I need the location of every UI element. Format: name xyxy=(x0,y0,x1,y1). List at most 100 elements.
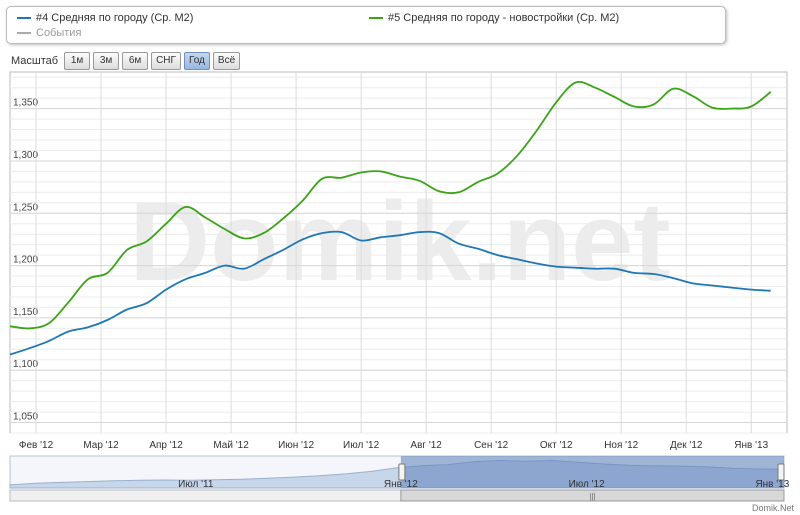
data-point xyxy=(555,266,557,268)
zoom-bar: Масштаб 1м 3м 6м СНГ Год Всё xyxy=(11,52,243,70)
x-tick-label: Апр '12 xyxy=(149,440,183,451)
x-tick-label: Мар '12 xyxy=(83,440,119,451)
data-point xyxy=(224,265,226,267)
data-point xyxy=(224,228,226,230)
data-point xyxy=(126,249,128,251)
legend-swatch-series-4 xyxy=(17,17,31,19)
data-point xyxy=(321,178,323,180)
data-point xyxy=(263,232,265,234)
zoom-button-6m[interactable]: 6м xyxy=(122,52,149,70)
data-point xyxy=(477,248,479,250)
legend-label-series-4: #4 Средняя по городу (Ср. М2) xyxy=(36,12,194,24)
data-point xyxy=(575,82,577,84)
y-tick-label: 1,100 xyxy=(13,359,38,370)
x-tick-label: Дек '12 xyxy=(670,440,703,451)
data-point xyxy=(516,259,518,261)
navigator-selection xyxy=(400,456,784,488)
data-point xyxy=(126,309,128,311)
zoom-label: Масштаб xyxy=(11,55,59,67)
x-tick-label: Ноя '12 xyxy=(604,440,638,451)
data-point xyxy=(438,190,440,192)
scrollbar-grip-icon: ||| xyxy=(589,492,595,501)
x-tick-label: Май '12 xyxy=(213,440,249,451)
data-point xyxy=(107,319,109,321)
data-point xyxy=(360,240,362,242)
data-point xyxy=(653,273,655,275)
navigator-label: Янв '12 xyxy=(384,479,418,490)
data-point xyxy=(263,259,265,261)
x-tick-label: Окт '12 xyxy=(540,440,573,451)
data-point xyxy=(555,102,557,104)
data-point xyxy=(185,206,187,208)
data-point xyxy=(770,290,772,292)
x-tick-label: Сен '12 xyxy=(474,440,509,451)
legend-item-series-5[interactable]: #5 Средняя по городу - новостройки (Ср. … xyxy=(369,12,619,24)
data-point xyxy=(9,354,11,356)
legend-item-events[interactable]: События xyxy=(17,27,81,39)
data-point xyxy=(243,238,245,240)
data-point xyxy=(107,272,109,274)
x-tick-label: Янв '13 xyxy=(734,440,768,451)
series-line-city-average xyxy=(9,230,771,356)
data-point xyxy=(614,96,616,98)
data-point xyxy=(692,283,694,285)
data-point xyxy=(731,108,733,110)
data-point xyxy=(458,243,460,245)
scrollbar-thumb[interactable] xyxy=(400,489,785,502)
data-point xyxy=(614,268,616,270)
data-point xyxy=(87,327,89,329)
data-point xyxy=(633,106,635,108)
data-point xyxy=(302,200,304,202)
data-point xyxy=(165,223,167,225)
y-tick-label: 1,200 xyxy=(13,255,38,266)
data-point xyxy=(770,91,772,93)
legend: #4 Средняя по городу (Ср. М2) #5 Средняя… xyxy=(6,6,726,44)
data-point xyxy=(360,172,362,174)
zoom-button-3m[interactable]: 3м xyxy=(93,52,120,70)
zoom-button-ytd[interactable]: СНГ xyxy=(151,52,181,70)
legend-label-events: События xyxy=(36,27,82,39)
data-point xyxy=(321,232,323,234)
data-point xyxy=(399,176,401,178)
data-point xyxy=(672,277,674,279)
data-point xyxy=(282,218,284,220)
data-point xyxy=(146,241,148,243)
navigator-handle-left[interactable] xyxy=(398,463,406,481)
plot-area xyxy=(9,71,788,434)
data-point xyxy=(419,231,421,233)
zoom-button-year[interactable]: Год xyxy=(183,52,210,70)
y-tick-label: 1,250 xyxy=(13,202,38,213)
navigator-label: Июл '12 xyxy=(569,479,606,490)
data-point xyxy=(594,87,596,89)
navigator-label: Июл '11 xyxy=(178,479,214,490)
data-point xyxy=(146,302,148,304)
legend-label-series-5: #5 Средняя по городу - новостройки (Ср. … xyxy=(388,12,620,24)
navigator-label: Янв '13 xyxy=(755,479,789,490)
navigator-handle-right[interactable] xyxy=(777,463,785,481)
data-point xyxy=(399,234,401,236)
data-point xyxy=(750,106,752,108)
data-point xyxy=(380,171,382,173)
data-point xyxy=(672,88,674,90)
y-tick-label: 1,150 xyxy=(13,307,38,318)
data-point xyxy=(653,104,655,106)
data-point xyxy=(731,287,733,289)
data-point xyxy=(594,268,596,270)
data-point xyxy=(516,155,518,157)
zoom-button-all[interactable]: Всё xyxy=(212,52,241,70)
watermark: Domik.net xyxy=(129,179,670,304)
x-tick-label: Фев '12 xyxy=(19,440,54,451)
data-point xyxy=(497,173,499,175)
data-point xyxy=(68,331,70,333)
data-point xyxy=(711,285,713,287)
data-point xyxy=(477,181,479,183)
data-point xyxy=(711,107,713,109)
data-point xyxy=(243,268,245,270)
data-point xyxy=(185,278,187,280)
footer-credit: Domik.Net xyxy=(751,503,794,513)
data-point xyxy=(536,263,538,265)
data-point xyxy=(458,192,460,194)
x-tick-label: Июн '12 xyxy=(278,440,314,451)
zoom-button-1m[interactable]: 1м xyxy=(64,52,91,70)
legend-item-series-4[interactable]: #4 Средняя по городу (Ср. М2) xyxy=(17,12,193,24)
